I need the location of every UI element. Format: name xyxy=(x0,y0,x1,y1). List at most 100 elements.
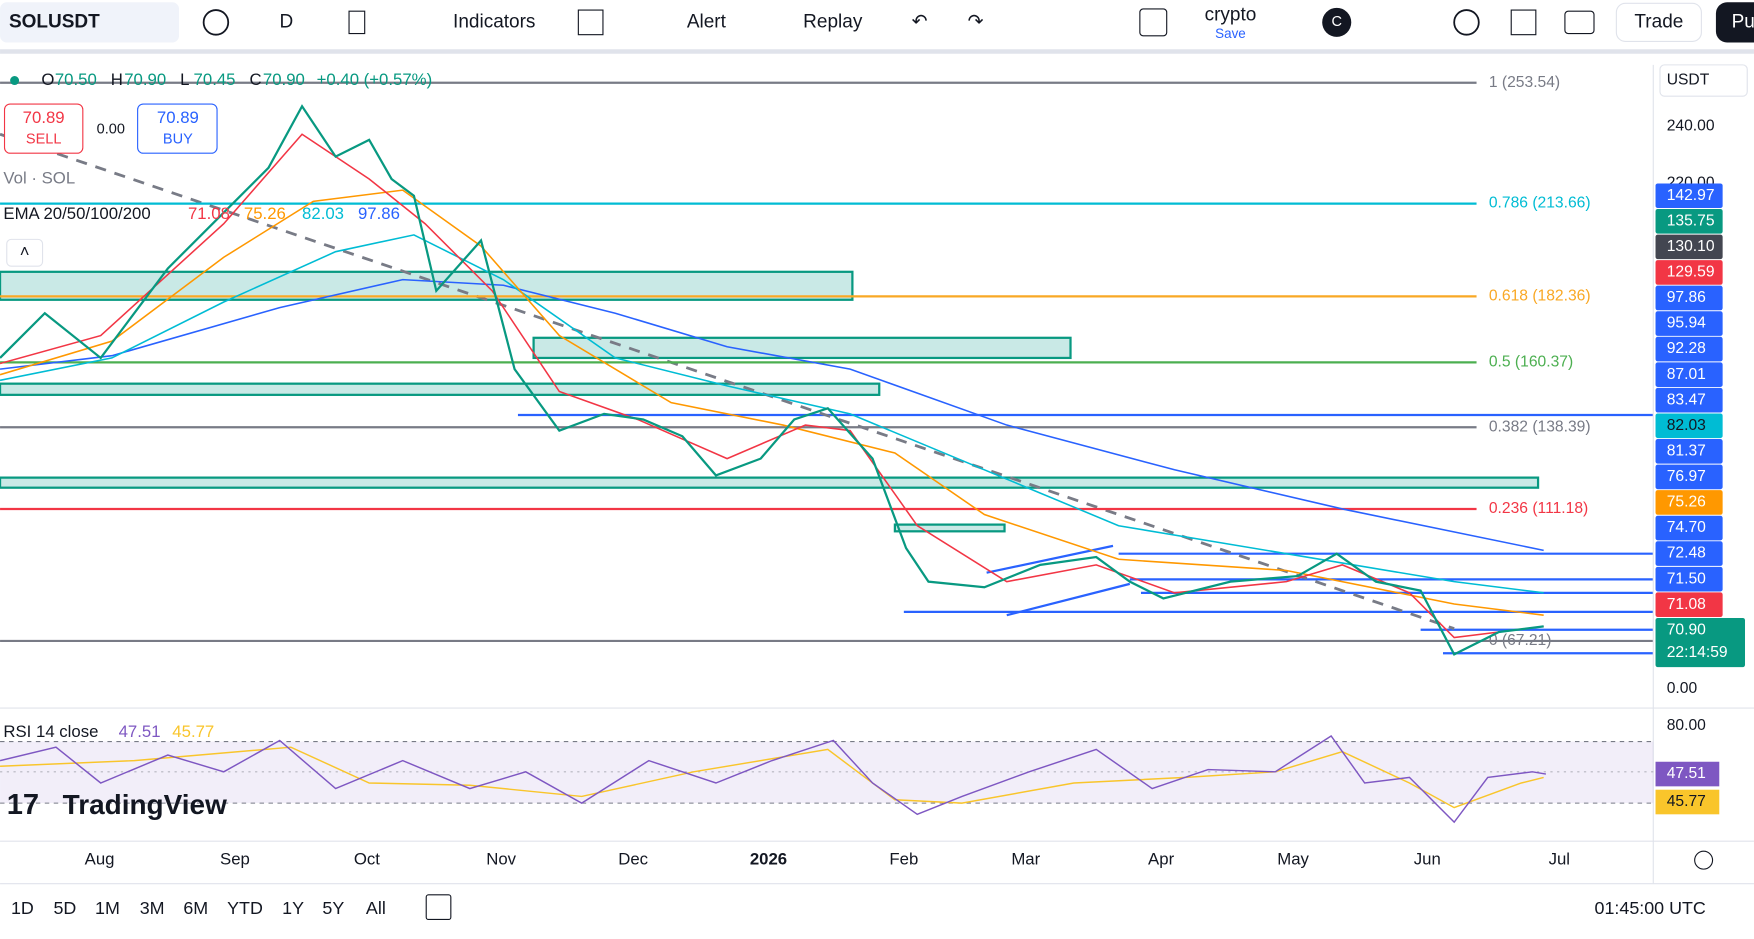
sell[interactable]: SELL xyxy=(26,132,62,148)
layout-icon[interactable] xyxy=(1139,8,1168,37)
logo-mark: 17 xyxy=(7,789,39,821)
currency-box[interactable] xyxy=(1659,64,1748,97)
fib-label: 0 (67.21) xyxy=(1489,632,1552,649)
sell-price[interactable]: 70.89 xyxy=(23,108,65,127)
fib-label: 0.618 (182.36) xyxy=(1489,288,1591,305)
price-tag-label: 71.50 xyxy=(1667,570,1706,587)
ema-value: 82.03 xyxy=(302,204,344,223)
add-symbol[interactable] xyxy=(202,9,230,36)
time-label: Dec xyxy=(618,850,648,869)
save[interactable]: Save xyxy=(1215,26,1246,41)
rsi-ma-tag-label: 45.77 xyxy=(1667,793,1706,810)
price-tag-label: 135.75 xyxy=(1667,212,1715,229)
range-button[interactable]: 1M xyxy=(95,898,120,918)
trade-button[interactable] xyxy=(1615,2,1702,42)
settings[interactable] xyxy=(1453,9,1480,36)
ema-values: 71.08 75.26 82.03 97.86 xyxy=(188,204,400,223)
range-button[interactable]: 3M xyxy=(140,898,165,918)
rsi-axis-label: 80.00 xyxy=(1667,717,1706,734)
fib-label: 0.382 (138.39) xyxy=(1489,418,1591,435)
time-label: Sep xyxy=(220,850,250,869)
range-button[interactable]: 1Y xyxy=(282,898,304,918)
time-label: May xyxy=(1277,850,1309,869)
avatar-circle[interactable] xyxy=(1322,7,1352,37)
price-tag xyxy=(1655,617,1746,668)
range-button[interactable]: 5Y xyxy=(322,898,344,918)
avatar[interactable]: C xyxy=(1331,14,1342,30)
price-tag xyxy=(1655,515,1723,541)
price-tag-label: 70.90 xyxy=(1667,621,1706,638)
trade[interactable]: Trade xyxy=(1634,11,1683,32)
sell-box[interactable] xyxy=(3,103,84,154)
replay[interactable]: Replay xyxy=(803,11,863,32)
buy-price[interactable]: 70.89 xyxy=(157,108,199,127)
price-tag-label: 76.97 xyxy=(1667,468,1706,485)
ohlc-value: 70.50 xyxy=(55,70,97,89)
collapse-button[interactable] xyxy=(6,238,44,267)
indicators[interactable]: Indicators xyxy=(453,11,535,32)
collapse-icon[interactable]: ˄ xyxy=(20,242,30,261)
symbol[interactable]: SOLUSDT xyxy=(9,11,100,32)
price-tag xyxy=(1655,439,1723,464)
price-tag-label: 74.70 xyxy=(1667,519,1706,536)
price-tag xyxy=(1655,541,1723,566)
ema-100 xyxy=(0,234,1544,594)
undo[interactable]: ↶ xyxy=(912,11,928,32)
trend-line xyxy=(0,132,1455,630)
spread: 0.00 xyxy=(97,122,125,138)
time-axis: Aug Sep Oct Nov Dec 2026 Feb Mar Apr May Jun Jul xyxy=(85,850,1570,869)
redo[interactable]: ↷ xyxy=(968,11,984,32)
chart-type[interactable] xyxy=(348,10,366,35)
templates[interactable] xyxy=(577,9,604,36)
levels xyxy=(517,413,1654,655)
fullscreen[interactable] xyxy=(1510,9,1537,36)
change: +0.40 (+0.57%) xyxy=(317,70,433,89)
publish-button[interactable] xyxy=(1715,2,1754,43)
rsi-ma-value: 45.77 xyxy=(172,722,214,741)
price-tag xyxy=(1655,183,1723,209)
ohlc-value: 70.90 xyxy=(263,70,305,89)
range-button[interactable]: All xyxy=(366,898,386,918)
price-tag xyxy=(1655,464,1723,490)
axis-settings[interactable] xyxy=(1694,850,1714,870)
range-button[interactable]: 5D xyxy=(53,898,76,918)
zone xyxy=(893,523,1006,533)
range-button[interactable]: YTD xyxy=(227,898,263,918)
logo: TradingView xyxy=(63,789,227,820)
time-label: Nov xyxy=(486,850,516,869)
fib-label: 0.786 (213.66) xyxy=(1489,195,1591,212)
currency[interactable]: USDT xyxy=(1667,72,1710,89)
layout-name[interactable]: crypto xyxy=(1205,5,1257,26)
price-label: 0.00 xyxy=(1667,680,1698,697)
time-label: Feb xyxy=(889,850,918,869)
time-label: Jul xyxy=(1549,850,1570,869)
zone xyxy=(532,336,1072,360)
price-tag xyxy=(1655,260,1723,285)
fib-retracement: 1 (253.54) 0.786 (213.66) 0.618 (182.36) 0.… xyxy=(0,74,1654,649)
ema-value: 75.26 xyxy=(244,204,286,223)
price-tag-label: 87.01 xyxy=(1667,366,1706,383)
buy[interactable]: BUY xyxy=(163,132,193,148)
snapshot[interactable] xyxy=(1564,10,1595,35)
buy-box[interactable] xyxy=(137,103,218,154)
time-label: Apr xyxy=(1148,850,1175,869)
ema-name: EMA 20/50/100/200 xyxy=(3,204,150,223)
fib-label: 1 (253.54) xyxy=(1489,74,1560,91)
date-range[interactable] xyxy=(425,894,452,921)
price-tag-label: 83.47 xyxy=(1667,391,1706,408)
symbol-box[interactable] xyxy=(0,2,180,43)
channel xyxy=(1006,582,1131,617)
range-button[interactable]: 1D xyxy=(11,898,34,918)
price-tag-label: 129.59 xyxy=(1667,264,1715,281)
time-label: Jun xyxy=(1414,850,1441,869)
publish[interactable]: Pu xyxy=(1732,11,1754,32)
interval[interactable]: D xyxy=(280,11,294,32)
rsi-name: RSI 14 close xyxy=(3,722,98,741)
countdown: 22:14:59 xyxy=(1667,644,1728,661)
price-tag-label: 130.10 xyxy=(1667,238,1715,255)
alert[interactable]: Alert xyxy=(687,11,727,32)
time-label: Aug xyxy=(85,850,115,869)
rsi-tag-label: 47.51 xyxy=(1667,765,1706,782)
price-tag-label: 75.26 xyxy=(1667,494,1706,511)
range-button[interactable]: 6M xyxy=(183,898,208,918)
